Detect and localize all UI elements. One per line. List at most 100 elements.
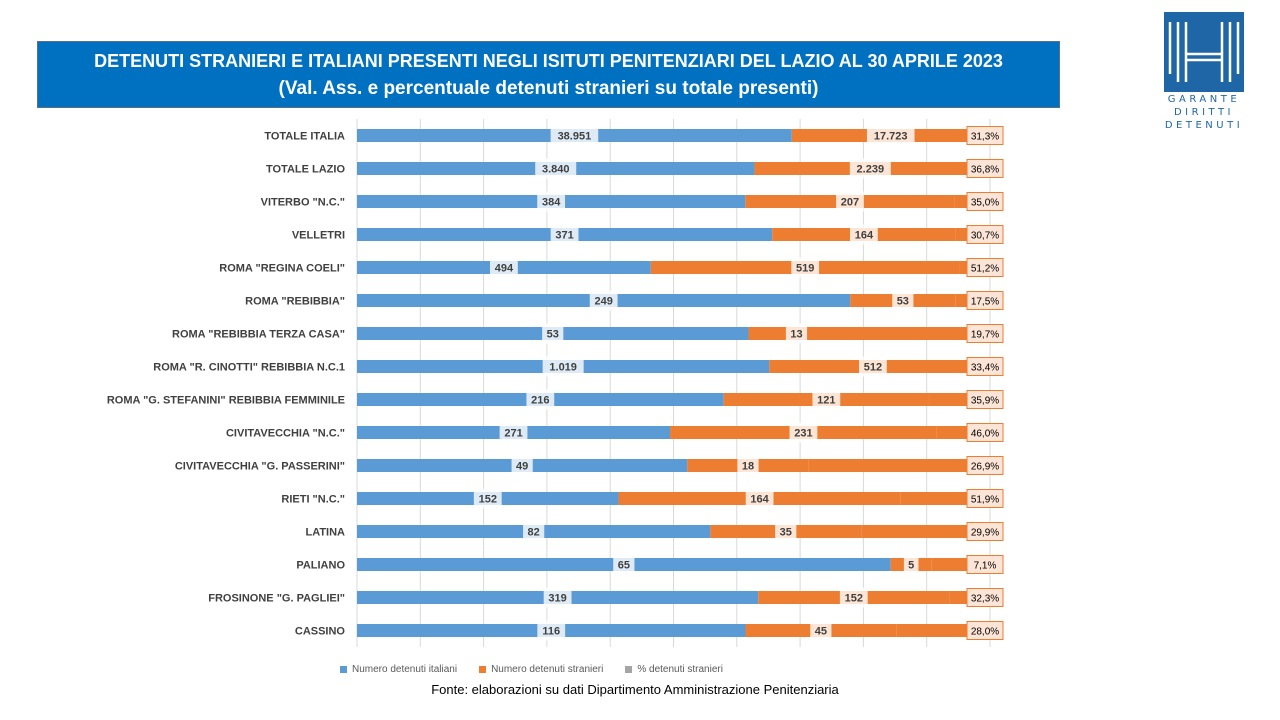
label-italiani: 271 [504,428,522,440]
label-percent-box [966,621,1004,640]
label-percent-box [966,291,1004,310]
label-percent-box [966,159,1004,178]
label-stranieri-bg [775,521,797,542]
label-percent: 28,0% [971,627,999,638]
category-label: VITERBO "N.C." [261,197,345,209]
label-stranieri: 45 [815,626,827,638]
label-italiani: 38.951 [558,131,592,143]
label-stranieri-bg [866,125,915,146]
label-percent: 36,8% [971,165,999,176]
label-stranieri: 231 [794,428,812,440]
label-stranieri-bg [836,191,864,212]
category-label: FROSINONE "G. PAGLIEI" [208,593,345,605]
label-percent: 29,9% [971,528,999,539]
label-italiani: 1.019 [549,362,577,374]
label-stranieri-bg [849,224,878,245]
category-label: ROMA "R. CINOTTI" REBIBBIA N.C.1 [153,362,345,374]
category-label: ROMA "REBIBBIA TERZA CASA" [172,329,345,341]
label-stranieri-bg [903,554,919,575]
label-italiani: 319 [548,593,566,605]
label-stranieri-bg [810,620,832,641]
label-percent-box [966,489,1004,508]
label-stranieri-bg [737,455,759,476]
logo-h-icon [1168,22,1240,82]
label-stranieri-bg [812,389,841,410]
category-label: ROMA "REGINA COELI" [219,263,345,275]
label-stranieri-bg [839,587,868,608]
label-stranieri-bg [859,356,887,377]
label-percent-box [966,588,1004,607]
category-label: RIETI "N.C." [281,494,345,506]
legend-swatch-percent [625,666,633,673]
label-percent: 46,0% [971,429,999,440]
legend-item-italiani: Numero detenuti italiani [340,664,457,675]
label-italiani-bg [526,389,555,410]
legend-swatch-italiani [340,666,347,673]
label-italiani-bg [550,224,579,245]
label-percent: 26,9% [971,462,999,473]
label-stranieri: 512 [864,362,882,374]
label-percent-box [966,357,1004,376]
label-italiani-bg [535,158,577,179]
label-italiani: 371 [555,230,573,242]
label-percent-box [966,258,1004,277]
label-italiani: 249 [594,296,612,308]
label-italiani: 216 [531,395,549,407]
label-stranieri: 121 [817,395,835,407]
stacked-bar-chart: TOTALE ITALIA 38.951 17.723 31,3% TOTALE LAZ… [107,119,1004,647]
label-italiani-bg [589,290,618,311]
label-italiani-bg [542,356,584,377]
bar-percent [844,327,990,340]
label-italiani: 65 [618,560,630,572]
label-percent-box [966,423,1004,442]
label-italiani-bg [550,125,599,146]
label-italiani: 53 [547,329,559,341]
label-percent-box [966,555,1004,574]
legend-item-stranieri: Numero detenuti stranieri [479,664,603,675]
legend-label-percent: % detenuti stranieri [637,664,723,675]
label-percent: 32,3% [971,594,999,605]
label-stranieri-bg [789,422,818,443]
category-label: TOTALE LAZIO [266,164,345,176]
legend-label-italiani: Numero detenuti italiani [352,664,458,675]
label-italiani-bg [511,455,533,476]
label-italiani: 49 [516,461,528,473]
label-stranieri: 207 [841,197,859,209]
category-label: CASSINO [295,626,346,638]
label-percent-box [966,192,1004,211]
logo-text-1: GARANTE [1167,94,1241,105]
legend-swatch-stranieri [479,666,487,673]
label-italiani-bg [537,191,566,212]
category-label: CIVITAVECCHIA "G. PASSERINI" [175,461,345,473]
label-percent-box [966,225,1004,244]
label-italiani: 82 [528,527,540,539]
label-stranieri: 35 [780,527,792,539]
label-percent: 30,7% [971,231,999,242]
legend-label-stranieri: Numero detenuti stranieri [491,664,604,675]
label-stranieri-bg [892,290,914,311]
bar-percent [861,525,990,538]
label-stranieri: 18 [742,461,754,473]
label-italiani-bg [473,488,502,509]
label-percent-box [966,522,1004,541]
logo-text-3: DETENUTI [1164,120,1244,131]
label-stranieri-bg [791,257,820,278]
category-label: ROMA "G. STEFANINI" REBIBBIA FEMMINILE [107,395,345,407]
label-italiani-bg [542,323,564,344]
label-percent: 7,1% [974,561,997,572]
label-stranieri: 17.723 [874,131,908,143]
label-percent-box [966,390,1004,409]
category-label: CIVITAVECCHIA "N.C." [226,428,345,440]
label-stranieri: 53 [897,296,909,308]
label-percent-box [966,126,1004,145]
chart-title: DETENUTI STRANIERI E ITALIANI PRESENTI N… [94,51,1003,71]
label-percent: 17,5% [971,297,999,308]
label-stranieri: 5 [908,560,914,572]
chart-legend: Numero detenuti italiani Numero detenuti… [340,664,723,675]
label-stranieri: 519 [796,263,814,275]
label-italiani-bg [490,257,518,278]
garante-logo-mark [1164,12,1244,92]
label-stranieri: 13 [790,329,802,341]
label-percent: 19,7% [971,330,999,341]
label-percent: 33,4% [971,363,999,374]
